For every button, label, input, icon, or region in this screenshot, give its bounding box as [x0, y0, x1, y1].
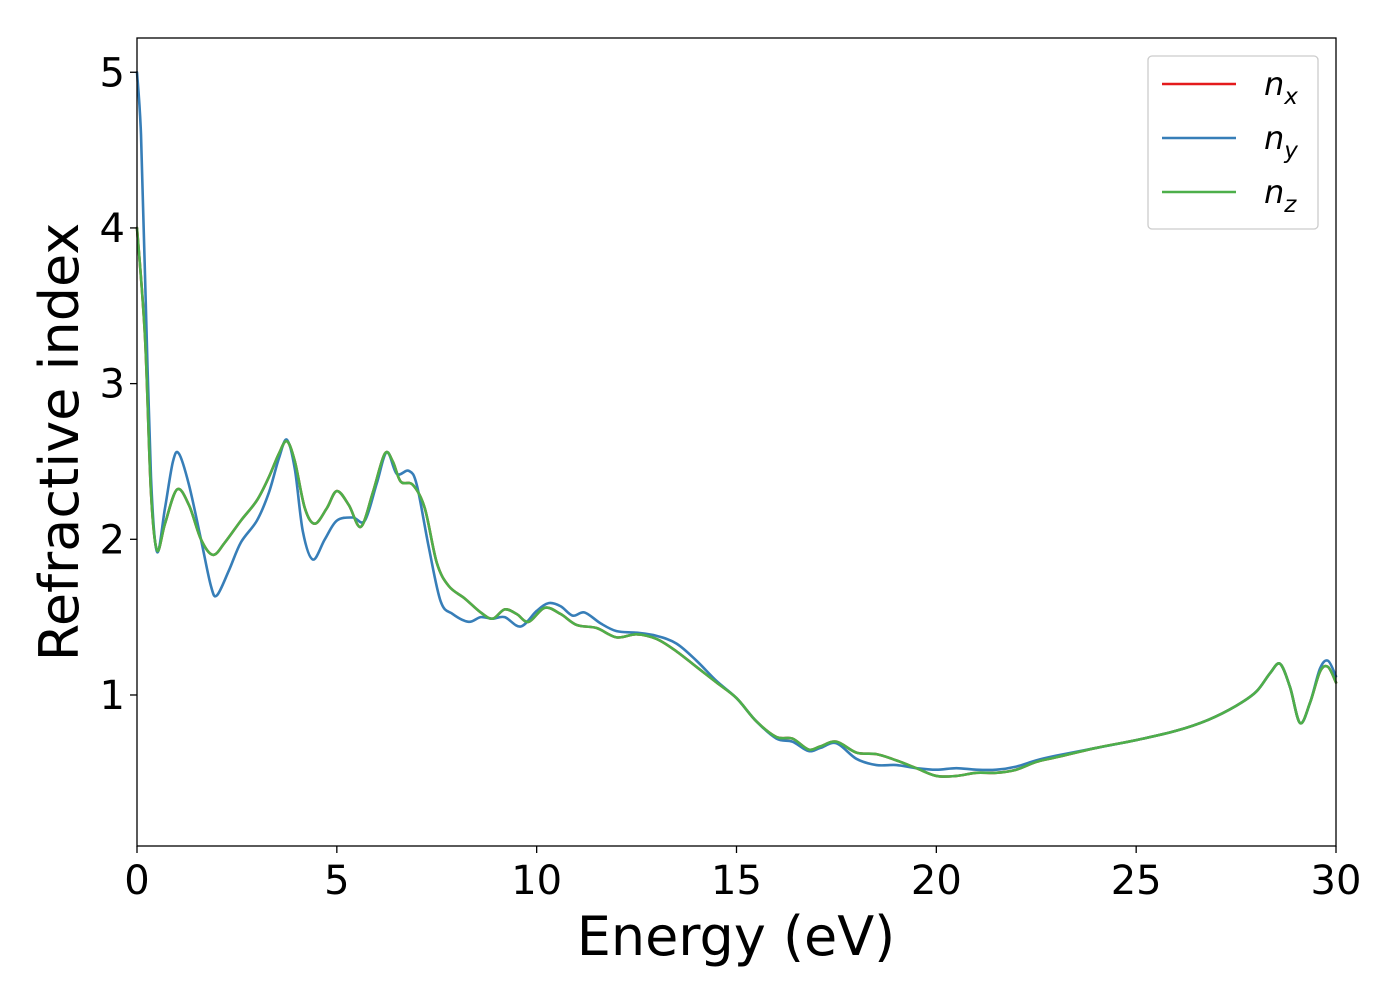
y-tick-label: 2	[100, 517, 125, 563]
x-tick-label: 20	[911, 858, 962, 904]
x-axis-title: Energy (eV)	[577, 905, 896, 968]
plot-background	[137, 38, 1336, 846]
y-axis: 1 2 3 4 5	[100, 50, 137, 719]
x-tick-label: 15	[711, 858, 762, 904]
y-tick-label: 4	[100, 206, 125, 252]
x-tick-label: 10	[511, 858, 562, 904]
legend-subscript: x	[1283, 84, 1298, 110]
y-tick-label: 3	[100, 362, 125, 408]
y-tick-label: 5	[100, 50, 125, 96]
legend-box	[1147, 55, 1319, 230]
legend-subscript: z	[1283, 192, 1297, 218]
x-tick-label: 30	[1311, 858, 1362, 904]
series-line-z	[135, 226, 1338, 778]
y-axis-title: Refractive index	[28, 223, 91, 662]
x-tick-label: 25	[1111, 858, 1162, 904]
x-axis: 0 5 10 15 20 25 30	[124, 846, 1361, 904]
x-tick-label: 5	[324, 858, 349, 904]
series-group	[135, 70, 1338, 778]
legend-subscript: y	[1283, 138, 1298, 164]
y-tick-label: 1	[100, 673, 125, 719]
x-tick-label: 0	[124, 858, 149, 904]
